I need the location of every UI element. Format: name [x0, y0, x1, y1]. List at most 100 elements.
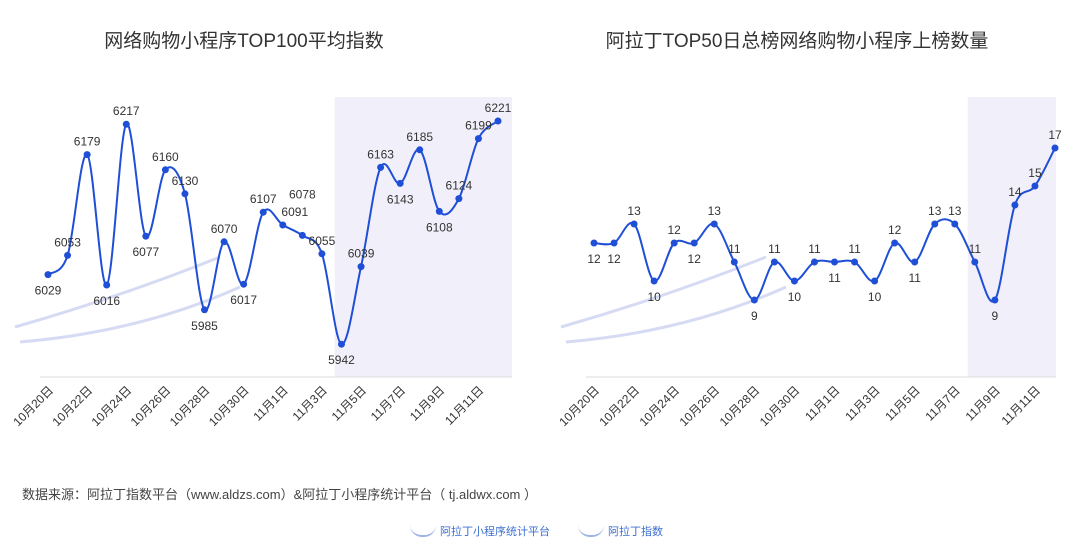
- data-point: [44, 271, 52, 279]
- data-point: [750, 296, 758, 304]
- data-point: [650, 277, 658, 285]
- data-point: [730, 258, 738, 266]
- data-point: [318, 250, 326, 258]
- data-point: [83, 151, 91, 159]
- logo-text: 阿拉丁小程序统计平台: [440, 526, 550, 538]
- data-label: 6070: [211, 222, 238, 236]
- data-point: [1051, 144, 1059, 152]
- data-point: [1011, 201, 1019, 209]
- data-label: 10: [788, 290, 802, 304]
- x-tick-label: 11月7日: [368, 383, 408, 423]
- data-point: [279, 221, 287, 229]
- data-label: 12: [688, 252, 702, 266]
- data-label: 6185: [406, 130, 433, 144]
- x-tick-label: 10月30日: [757, 383, 803, 429]
- data-point: [630, 220, 638, 228]
- data-label: 6091: [281, 205, 308, 219]
- x-tick-label: 11月7日: [922, 383, 962, 423]
- data-label: 15: [1028, 166, 1042, 180]
- data-point: [161, 166, 169, 174]
- x-tick-label: 11月1日: [802, 383, 842, 423]
- logo-index-platform: 阿拉丁指数: [578, 523, 663, 539]
- data-label: 12: [888, 223, 902, 237]
- data-point: [416, 146, 424, 154]
- data-point: [670, 239, 678, 247]
- data-label: 11: [808, 242, 821, 256]
- data-label: 6160: [152, 150, 179, 164]
- data-point: [122, 120, 130, 128]
- data-point: [435, 207, 443, 215]
- x-tick-label: 10月26日: [677, 383, 723, 429]
- x-tick-label: 10月22日: [596, 383, 642, 429]
- x-tick-label: 10月22日: [49, 383, 95, 429]
- data-point: [851, 258, 859, 266]
- data-label: 5985: [191, 319, 218, 333]
- data-label: 6077: [132, 245, 159, 259]
- data-point: [357, 263, 365, 271]
- x-tick-label: 11月3日: [290, 383, 330, 423]
- data-point: [259, 208, 267, 216]
- data-point: [590, 239, 598, 247]
- x-tick-label: 10月20日: [10, 383, 56, 429]
- data-label: 6053: [54, 235, 81, 249]
- data-source: 数据来源：阿拉丁指数平台（www.aldzs.com）&阿拉丁小程序统计平台（ …: [22, 487, 537, 502]
- data-label: 9: [751, 309, 758, 323]
- data-point: [610, 239, 618, 247]
- data-point: [201, 306, 209, 314]
- x-tick-label: 11月5日: [882, 383, 922, 423]
- x-tick-label: 10月20日: [556, 383, 602, 429]
- data-label: 10: [868, 290, 882, 304]
- data-point: [831, 258, 839, 266]
- x-tick-label: 10月24日: [89, 383, 135, 429]
- data-point: [690, 239, 698, 247]
- watermark-lamp: [560, 255, 787, 344]
- x-tick-label: 10月30日: [206, 383, 252, 429]
- right-chart-title: 阿拉丁TOP50日总榜网络购物小程序上榜数量: [605, 31, 989, 52]
- data-point: [790, 277, 798, 285]
- data-label: 14: [1008, 185, 1022, 199]
- data-point: [871, 277, 879, 285]
- data-label: 6179: [74, 135, 101, 149]
- x-tick-label: 11月11日: [442, 383, 486, 427]
- x-tick-label: 10月28日: [167, 383, 213, 429]
- data-label: 17: [1048, 128, 1062, 142]
- x-tick-label: 10月24日: [637, 383, 683, 429]
- data-point: [337, 340, 345, 348]
- data-point: [181, 190, 189, 198]
- data-label: 6039: [348, 247, 375, 261]
- data-point: [971, 258, 979, 266]
- series-line: [47, 120, 499, 346]
- x-tick-label: 11月3日: [842, 383, 882, 423]
- highlight-band: [334, 97, 512, 377]
- right-chart: 12 12 13 10 12 12 13 11 9 11 10 11 11 11 10 12 11 13 13 11 9…: [556, 97, 1062, 429]
- data-label: 10: [647, 290, 661, 304]
- series-line: [593, 147, 1056, 303]
- data-point: [951, 220, 959, 228]
- left-chart: 6029 6053 6179 6016 6217 6077 6160 6130 5985 6070…: [10, 97, 512, 429]
- data-point: [931, 220, 939, 228]
- data-label: 6221: [485, 101, 512, 115]
- data-label: 13: [708, 204, 722, 218]
- x-tick-label: 10月28日: [717, 383, 763, 429]
- x-tick-label: 11月9日: [963, 383, 1003, 423]
- x-tick-label: 11月1日: [250, 383, 290, 423]
- data-label: 6163: [367, 147, 394, 161]
- data-point: [474, 135, 482, 143]
- data-point: [396, 179, 404, 187]
- highlight-band: [967, 97, 1056, 377]
- x-tick-label: 10月26日: [128, 383, 174, 429]
- data-point: [1031, 182, 1039, 190]
- data-label: 6217: [113, 104, 140, 118]
- data-label: 13: [948, 204, 962, 218]
- data-point: [142, 232, 150, 240]
- data-label: 6016: [93, 294, 120, 308]
- data-label: 6078: [289, 187, 316, 201]
- data-label: 6055: [309, 234, 336, 248]
- data-point: [991, 296, 999, 304]
- data-point: [891, 239, 899, 247]
- data-label: 12: [587, 252, 601, 266]
- data-label: 11: [969, 242, 982, 256]
- data-point: [298, 231, 306, 239]
- data-label: 6017: [230, 293, 257, 307]
